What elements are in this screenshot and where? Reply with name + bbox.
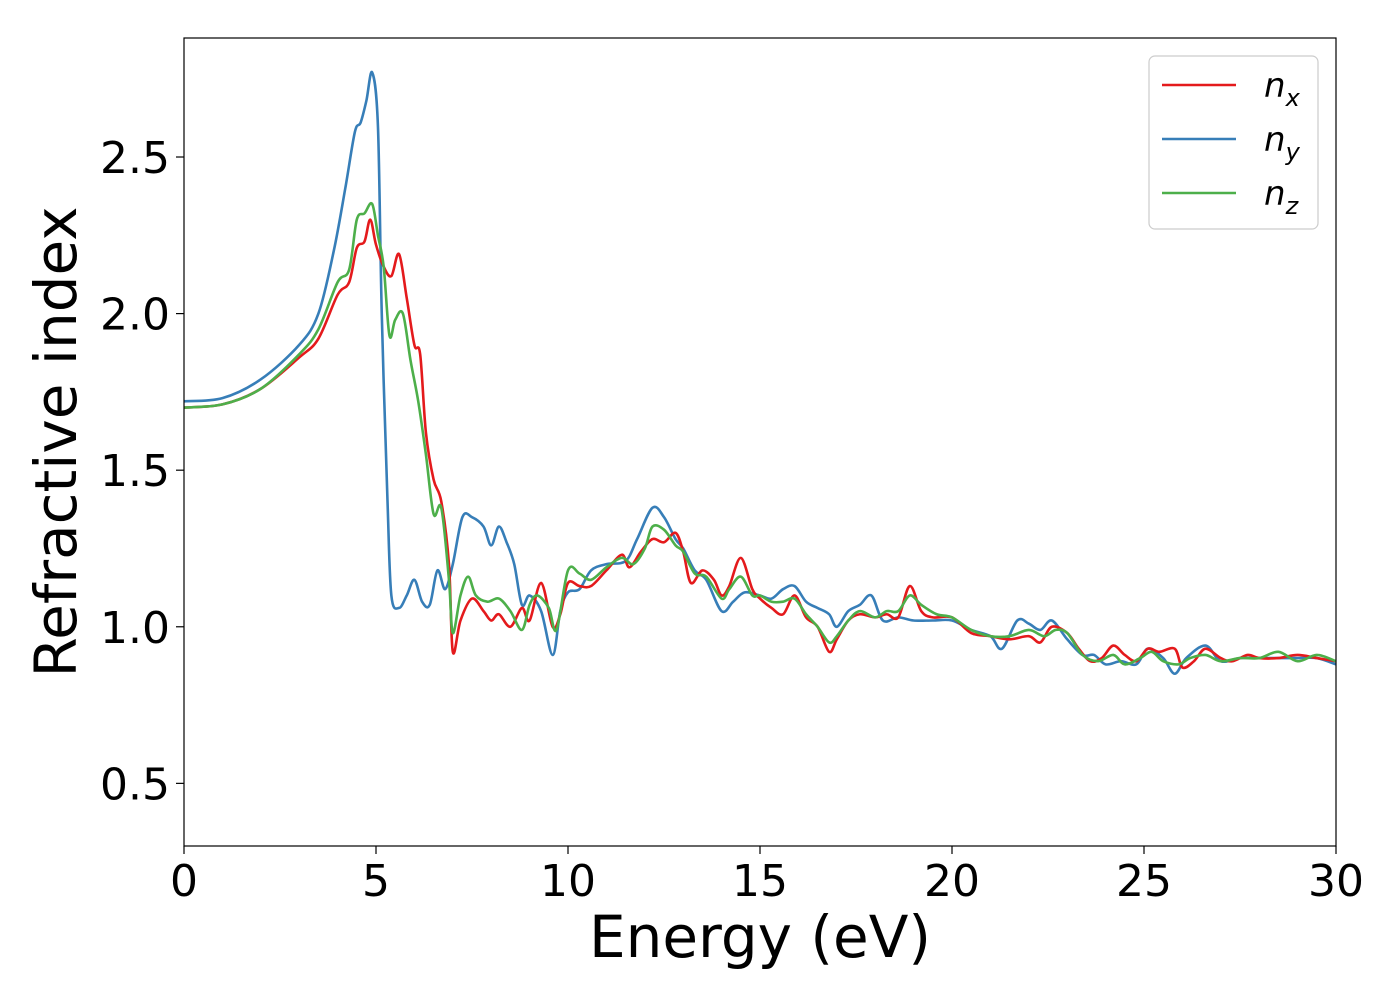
series-line-x — [184, 218, 1336, 670]
y-tick-label: 1.5 — [100, 446, 170, 497]
y-tick-label: 0.5 — [100, 759, 170, 810]
x-axis-label: Energy (eV) — [589, 903, 931, 971]
series-line-y — [184, 70, 1336, 676]
series-line-z — [184, 201, 1336, 666]
legend-label-x: nx — [1264, 66, 1301, 112]
y-tick-label: 2.5 — [100, 133, 170, 184]
y-tick-label: 2.0 — [100, 290, 170, 341]
legend-label-z: nz — [1264, 174, 1300, 220]
y-tick-label: 1.0 — [100, 603, 170, 654]
x-tick-label: 20 — [924, 856, 980, 907]
x-tick-label: 25 — [1116, 856, 1172, 907]
y-axis-label: Refractive index — [22, 206, 90, 677]
x-tick-label: 5 — [362, 856, 390, 907]
x-axis-ticks: 0 5 10 15 20 25 30 — [170, 846, 1364, 907]
x-tick-label: 0 — [170, 856, 198, 907]
x-tick-label: 15 — [732, 856, 788, 907]
legend: nx ny nz — [1148, 55, 1319, 230]
legend-box — [1148, 55, 1319, 230]
series-layer — [184, 70, 1336, 676]
y-axis-ticks: 0.5 1.0 1.5 2.0 2.5 — [100, 133, 184, 810]
x-tick-label: 10 — [540, 856, 596, 907]
x-tick-label: 30 — [1308, 856, 1364, 907]
legend-label-y: ny — [1264, 120, 1301, 166]
